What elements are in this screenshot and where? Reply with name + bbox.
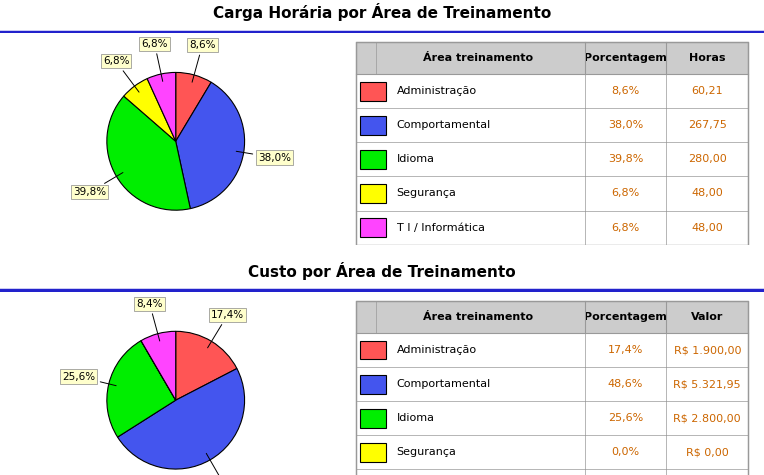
Text: 267,75: 267,75 <box>688 120 727 130</box>
Text: Idioma: Idioma <box>397 154 435 164</box>
Text: 48,00: 48,00 <box>691 189 724 199</box>
Text: 60,21: 60,21 <box>691 86 723 96</box>
Wedge shape <box>176 73 211 142</box>
Text: 17,4%: 17,4% <box>608 345 643 355</box>
Text: Valor: Valor <box>691 312 724 322</box>
Text: R$ 5.321,95: R$ 5.321,95 <box>674 379 741 389</box>
Bar <box>360 375 386 394</box>
Bar <box>360 341 386 360</box>
Bar <box>360 150 386 169</box>
Text: 48,6%: 48,6% <box>206 453 242 475</box>
Text: 17,4%: 17,4% <box>208 310 244 348</box>
Text: 8,4%: 8,4% <box>137 299 163 341</box>
Text: 6,8%: 6,8% <box>141 39 168 81</box>
Text: Segurança: Segurança <box>397 189 457 199</box>
Text: 38,0%: 38,0% <box>608 120 643 130</box>
Bar <box>356 435 748 469</box>
Bar <box>356 42 748 74</box>
Wedge shape <box>141 332 176 400</box>
Bar <box>360 116 386 135</box>
Text: Administração: Administração <box>397 86 477 96</box>
Bar <box>356 401 748 435</box>
Text: 8,6%: 8,6% <box>611 86 639 96</box>
Bar <box>356 210 748 245</box>
Text: 48,6%: 48,6% <box>608 379 643 389</box>
Text: 6,8%: 6,8% <box>611 223 639 233</box>
Text: R$ 2.800,00: R$ 2.800,00 <box>674 413 741 423</box>
Text: R$ 0,00: R$ 0,00 <box>686 447 729 457</box>
Bar <box>360 82 386 101</box>
Bar <box>356 333 748 367</box>
Text: 48,00: 48,00 <box>691 223 724 233</box>
Wedge shape <box>176 82 244 209</box>
Wedge shape <box>107 341 176 437</box>
Bar <box>360 184 386 203</box>
Wedge shape <box>124 79 176 142</box>
Text: Porcentagem: Porcentagem <box>584 53 667 63</box>
Bar <box>356 176 748 210</box>
Wedge shape <box>176 332 237 400</box>
Bar <box>356 301 748 333</box>
Wedge shape <box>118 369 244 469</box>
Text: 25,6%: 25,6% <box>608 413 643 423</box>
Text: 8,6%: 8,6% <box>189 40 215 82</box>
Bar <box>356 367 748 401</box>
Text: T I / Informática: T I / Informática <box>397 223 484 233</box>
Bar <box>360 409 386 428</box>
Bar <box>356 469 748 475</box>
Text: 6,8%: 6,8% <box>102 56 139 92</box>
Text: 38,0%: 38,0% <box>236 151 291 162</box>
Text: Segurança: Segurança <box>397 447 457 457</box>
Text: 6,8%: 6,8% <box>611 189 639 199</box>
Text: Horas: Horas <box>689 53 726 63</box>
Bar <box>360 443 386 462</box>
Text: 39,8%: 39,8% <box>608 154 643 164</box>
Text: 0,0%: 0,0% <box>611 447 639 457</box>
Bar <box>360 218 386 237</box>
Wedge shape <box>141 341 176 400</box>
Text: Área treinamento: Área treinamento <box>423 53 533 63</box>
Text: 280,00: 280,00 <box>688 154 727 164</box>
Text: R$ 1.900,00: R$ 1.900,00 <box>674 345 741 355</box>
Text: Administração: Administração <box>397 345 477 355</box>
Text: Área treinamento: Área treinamento <box>423 312 533 322</box>
Wedge shape <box>107 96 190 210</box>
Text: 39,8%: 39,8% <box>73 172 123 197</box>
Text: Idioma: Idioma <box>397 413 435 423</box>
Text: Comportamental: Comportamental <box>397 379 491 389</box>
Bar <box>356 108 748 142</box>
Text: Custo por Área de Treinamento: Custo por Área de Treinamento <box>248 262 516 279</box>
Text: Carga Horária por Área de Treinamento: Carga Horária por Área de Treinamento <box>213 3 551 20</box>
Bar <box>356 142 748 176</box>
Text: Comportamental: Comportamental <box>397 120 491 130</box>
Text: Porcentagem: Porcentagem <box>584 312 667 322</box>
Bar <box>356 74 748 108</box>
Text: 25,6%: 25,6% <box>62 371 116 386</box>
Wedge shape <box>147 73 176 142</box>
